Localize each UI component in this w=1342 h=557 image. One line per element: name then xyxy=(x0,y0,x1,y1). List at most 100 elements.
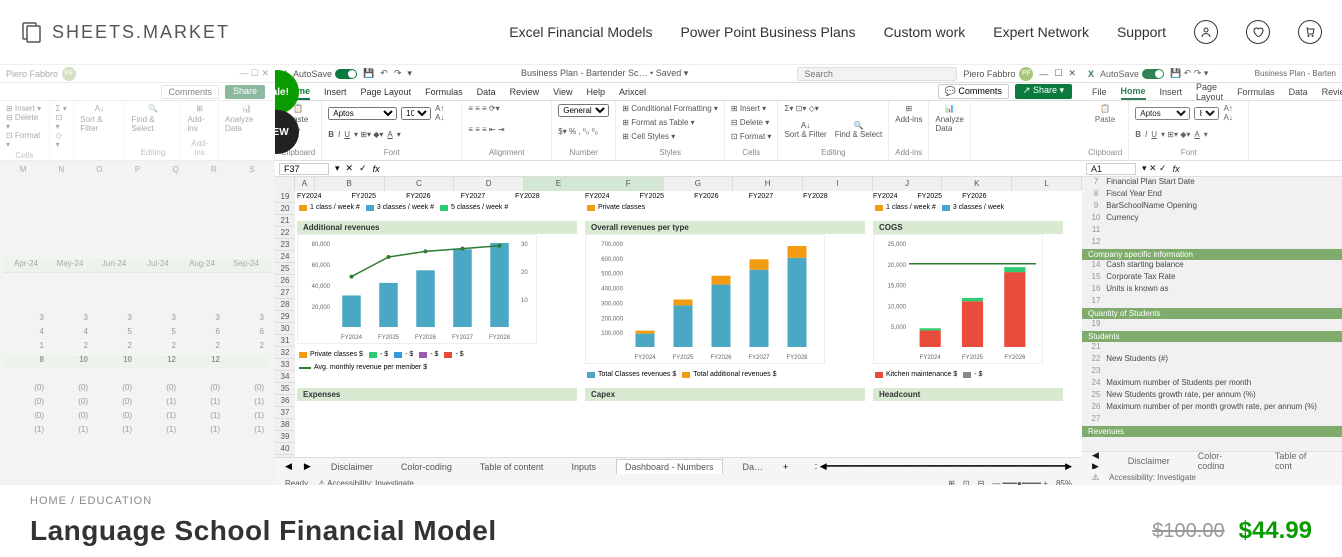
sheet-tab-inputs[interactable]: Inputs xyxy=(563,460,604,474)
chart-cogs: COGS 5,00010,00015,00020,00025,000FY2024… xyxy=(873,221,1063,380)
nav-business-plans[interactable]: Power Point Business Plans xyxy=(680,24,855,40)
analyze-button[interactable]: 📊Analyze Data xyxy=(935,104,963,133)
ribbon-cells: ⊞ Insert ▾ ⊟ Delete ▾ ⊡ Format ▾ Cells xyxy=(725,101,779,160)
maximize-icon[interactable]: ☐ xyxy=(1054,68,1062,79)
nav-support[interactable]: Support xyxy=(1117,24,1166,40)
chart-expenses-title: Expenses xyxy=(297,388,577,401)
zoom-slider[interactable]: — ━━━●━━━━ + xyxy=(992,479,1048,486)
price-sale: $44.99 xyxy=(1239,517,1312,545)
sort-filter-button[interactable]: A↓Sort & Filter xyxy=(784,121,826,139)
svg-text:FY2024: FY2024 xyxy=(920,355,942,361)
tab-data[interactable]: Data xyxy=(477,85,496,99)
wishlist-icon[interactable] xyxy=(1246,20,1270,44)
search-input[interactable] xyxy=(797,67,957,81)
svg-text:10,000: 10,000 xyxy=(888,304,907,310)
svg-text:FY2026: FY2026 xyxy=(710,355,732,361)
sheet-tab-more[interactable]: Da… xyxy=(735,460,772,474)
formula-input[interactable] xyxy=(386,164,1078,174)
formula-bar: ▾✕✓fx xyxy=(275,161,1082,177)
svg-text:400,000: 400,000 xyxy=(601,287,623,293)
tab-formulas[interactable]: Formulas xyxy=(425,85,463,99)
tab-insert[interactable]: Insert xyxy=(324,85,347,99)
breadcrumb-home[interactable]: HOME xyxy=(30,495,67,507)
status-accessibility[interactable]: ⚠ Accessibility: Investigate xyxy=(318,479,414,486)
font-select[interactable]: Aptos xyxy=(328,107,397,120)
find-select-button[interactable]: 🔍Find & Select xyxy=(835,121,883,139)
underline-button[interactable]: U xyxy=(344,130,350,139)
svg-text:100,000: 100,000 xyxy=(601,331,623,337)
product-badges: Sale! NEW xyxy=(275,70,299,154)
ribbon-addins: ⊞Add-ins Add-ins xyxy=(889,101,929,160)
save-icon[interactable]: 💾 xyxy=(363,68,374,79)
ribbon-editing: Σ▾ ⊡▾ ◇▾ A↓Sort & Filter 🔍Find & Select … xyxy=(778,101,889,160)
number-format-select[interactable]: General xyxy=(558,104,609,117)
nav-expert-network[interactable]: Expert Network xyxy=(993,24,1089,40)
spreadsheet-grid[interactable]: ABCDEFGHIJKL 192021222324252627282930313… xyxy=(275,177,1082,457)
zoom-level[interactable]: 85% xyxy=(1056,479,1072,486)
svg-text:FY2027: FY2027 xyxy=(452,335,474,341)
dashboard-charts: FY2024FY2025FY2026FY2027FY2028 1 class /… xyxy=(297,193,1078,401)
sheet-tab-color[interactable]: Color-coding xyxy=(393,460,460,474)
view-page-icon[interactable]: ⊡ xyxy=(963,479,970,486)
svg-text:20,000: 20,000 xyxy=(312,305,331,311)
italic-button[interactable]: I xyxy=(338,130,340,139)
sheet-nav-prev[interactable]: ◀ xyxy=(285,461,292,472)
svg-text:FY2027: FY2027 xyxy=(748,355,770,361)
excel-carousel: Piero FabbroPF — ☐ ✕ CommentsShare ⊞ Ins… xyxy=(0,65,1342,485)
view-normal-icon[interactable]: ⊞ xyxy=(948,479,955,486)
svg-text:15,000: 15,000 xyxy=(888,284,907,290)
chart-headcount-title: Headcount xyxy=(873,388,1063,401)
svg-text:40,000: 40,000 xyxy=(312,284,331,290)
svg-text:FY2026: FY2026 xyxy=(1004,355,1026,361)
sheet-tabs: ◀ ▶ Disclaimer Color-coding Table of con… xyxy=(275,457,1082,475)
sheet-tab-toc[interactable]: Table of content xyxy=(472,460,552,474)
sheet-tab-dashboard[interactable]: Dashboard - Numbers xyxy=(616,459,723,474)
carousel-next-slide: X AutoSave 💾 ↶ ↷ ▾ Business Plan - Barte… xyxy=(1082,65,1342,485)
svg-text:200,000: 200,000 xyxy=(601,316,623,322)
breadcrumb-category[interactable]: EDUCATION xyxy=(79,495,152,507)
sheet-tab-disclaimer[interactable]: Disclaimer xyxy=(323,460,381,474)
font-size-select[interactable]: 10 xyxy=(401,107,431,120)
cell-reference[interactable] xyxy=(279,163,329,175)
svg-text:30: 30 xyxy=(521,242,528,248)
tab-view[interactable]: View xyxy=(553,85,572,99)
account-icon[interactable] xyxy=(1194,20,1218,44)
bold-button[interactable]: B xyxy=(328,130,334,139)
minimize-icon[interactable]: — xyxy=(1039,69,1048,79)
ribbon-analyze: 📊Analyze Data xyxy=(929,101,970,160)
nav-financial-models[interactable]: Excel Financial Models xyxy=(509,24,652,40)
add-sheet-button[interactable]: + xyxy=(783,462,788,472)
sheet-nav-next[interactable]: ▶ xyxy=(304,461,311,472)
tab-arixcel[interactable]: Arixcel xyxy=(619,85,646,99)
svg-text:FY2024: FY2024 xyxy=(634,355,656,361)
main-nav: Excel Financial Models Power Point Busin… xyxy=(509,20,1322,44)
logo-text: SHEETS.MARKET xyxy=(52,22,230,43)
nav-custom-work[interactable]: Custom work xyxy=(884,24,966,40)
cart-icon[interactable] xyxy=(1298,20,1322,44)
tab-review[interactable]: Review xyxy=(510,85,540,99)
tab-page-layout[interactable]: Page Layout xyxy=(361,85,412,99)
user-menu[interactable]: Piero FabbroPF xyxy=(963,67,1033,81)
svg-text:80,000: 80,000 xyxy=(312,242,331,248)
chart-overall-revenues: Overall revenues per type 100,000200,000… xyxy=(585,221,865,380)
svg-text:FY2028: FY2028 xyxy=(489,335,511,341)
status-ready: Ready xyxy=(285,479,308,486)
carousel-prev-slide: Piero FabbroPF — ☐ ✕ CommentsShare ⊞ Ins… xyxy=(0,65,275,485)
autosave-toggle[interactable]: AutoSave xyxy=(293,69,357,79)
svg-text:700,000: 700,000 xyxy=(601,242,623,248)
undo-icon[interactable]: ↶ xyxy=(380,68,388,79)
close-icon[interactable]: ✕ xyxy=(1068,68,1076,79)
new-badge: NEW xyxy=(275,110,299,154)
logo-icon xyxy=(20,20,44,44)
view-break-icon[interactable]: ⊟ xyxy=(978,479,985,486)
breadcrumb: HOME / EDUCATION xyxy=(30,495,1312,507)
status-bar: Ready ⚠ Accessibility: Investigate ⊞ ⊡ ⊟… xyxy=(275,475,1082,485)
comments-button[interactable]: 💬 Comments xyxy=(938,84,1009,99)
addins-button[interactable]: ⊞Add-ins xyxy=(895,104,922,124)
logo[interactable]: SHEETS.MARKET xyxy=(20,20,230,44)
redo-icon[interactable]: ↷ xyxy=(394,68,402,79)
tab-help[interactable]: Help xyxy=(586,85,605,99)
price: $100.00 $44.99 xyxy=(1152,517,1312,545)
svg-text:60,000: 60,000 xyxy=(312,263,331,269)
share-button[interactable]: ↗ Share ▾ xyxy=(1015,84,1072,99)
